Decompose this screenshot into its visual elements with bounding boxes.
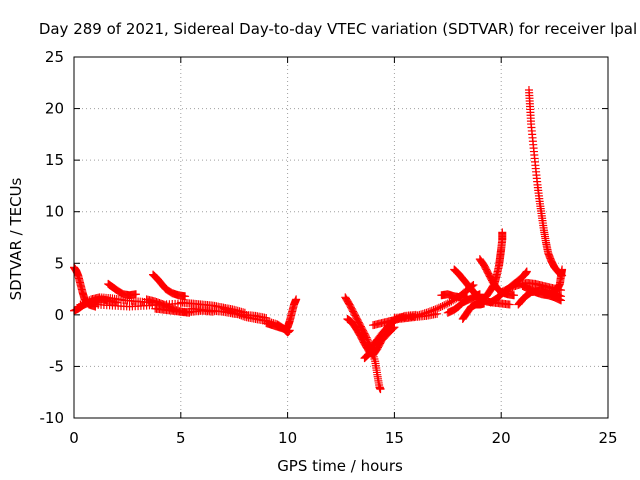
grid-lines bbox=[74, 57, 608, 418]
series-seg12 bbox=[262, 295, 301, 334]
data-point bbox=[181, 292, 190, 301]
y-axis-title: SDTVAR / TECUs bbox=[7, 177, 25, 300]
data-point bbox=[436, 302, 445, 311]
data-point bbox=[445, 298, 454, 307]
data-point bbox=[226, 307, 235, 316]
data-point bbox=[442, 300, 451, 309]
series-seg29 bbox=[518, 281, 566, 305]
data-point bbox=[239, 312, 248, 321]
x-tick-label: 10 bbox=[278, 429, 297, 447]
data-point bbox=[469, 301, 478, 310]
data-point bbox=[429, 306, 438, 315]
data-point bbox=[510, 291, 519, 300]
x-tick-label: 0 bbox=[69, 429, 79, 447]
data-point bbox=[230, 308, 239, 317]
y-tick-label: 15 bbox=[45, 151, 64, 169]
series-seg4 bbox=[104, 279, 140, 300]
data-point bbox=[78, 299, 87, 308]
data-point bbox=[443, 299, 452, 308]
data-point bbox=[433, 304, 442, 313]
data-point bbox=[434, 303, 443, 312]
series-seg23 bbox=[469, 228, 507, 310]
data-marks bbox=[70, 86, 567, 394]
series-seg6 bbox=[149, 270, 190, 301]
y-tick-label: 25 bbox=[45, 48, 64, 66]
x-tick-label: 25 bbox=[598, 429, 617, 447]
data-point bbox=[224, 306, 233, 315]
y-tick-label: -5 bbox=[49, 357, 64, 375]
data-point bbox=[81, 297, 90, 306]
data-point bbox=[426, 307, 434, 316]
axis-ticks: 0 5 10 15 20 25 -10 -5 0 5 10 15 20 25 bbox=[40, 48, 618, 447]
data-point bbox=[237, 311, 246, 320]
series-seg27 bbox=[524, 86, 567, 280]
y-tick-label: 5 bbox=[54, 254, 64, 272]
data-point bbox=[557, 296, 566, 305]
plot-frame bbox=[73, 56, 609, 419]
y-tick-label: 0 bbox=[54, 306, 64, 324]
data-point bbox=[422, 308, 431, 317]
data-point bbox=[292, 295, 301, 304]
data-point bbox=[376, 385, 385, 394]
data-point bbox=[223, 306, 232, 315]
data-point bbox=[233, 310, 242, 319]
x-tick-label: 15 bbox=[385, 429, 404, 447]
y-tick-label: -10 bbox=[40, 409, 65, 427]
data-point bbox=[231, 309, 240, 318]
y-tick-label: 20 bbox=[45, 100, 64, 118]
data-point bbox=[235, 310, 244, 319]
data-point bbox=[221, 305, 230, 314]
data-point bbox=[131, 290, 140, 299]
y-tick-label: 10 bbox=[45, 203, 64, 221]
data-point bbox=[522, 267, 531, 276]
data-point bbox=[438, 302, 447, 311]
data-point bbox=[83, 297, 92, 306]
data-point bbox=[431, 305, 440, 314]
data-point bbox=[76, 300, 85, 309]
data-point bbox=[219, 304, 228, 313]
data-point bbox=[475, 290, 484, 299]
data-point bbox=[79, 298, 88, 307]
series-seg20 bbox=[443, 290, 484, 317]
data-point bbox=[505, 300, 514, 309]
x-axis-title: GPS time / hours bbox=[277, 457, 403, 475]
data-point bbox=[440, 301, 449, 310]
x-tick-label: 5 bbox=[176, 429, 186, 447]
data-point bbox=[470, 300, 479, 309]
data-point bbox=[228, 308, 237, 317]
data-point bbox=[424, 308, 433, 317]
data-point bbox=[362, 333, 371, 342]
chart-title: Day 289 of 2021, Sidereal Day-to-day VTE… bbox=[39, 20, 637, 38]
x-tick-label: 20 bbox=[492, 429, 511, 447]
data-point bbox=[427, 306, 436, 315]
